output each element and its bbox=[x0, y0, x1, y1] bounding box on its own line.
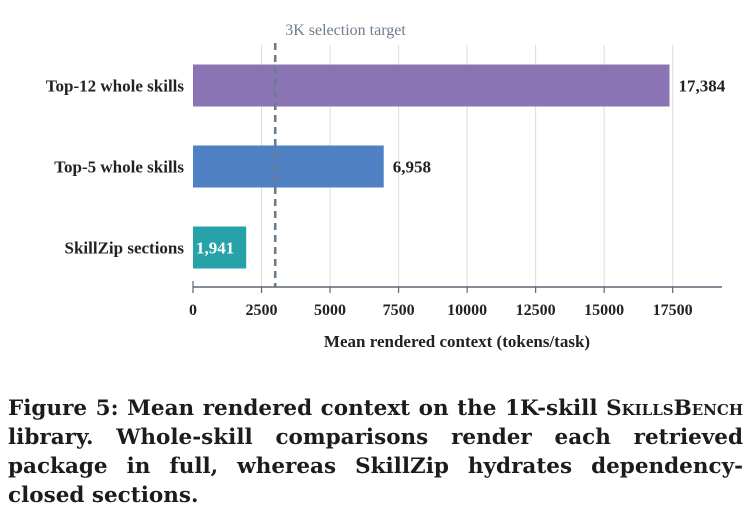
x-tick-label: 0 bbox=[189, 302, 197, 319]
bar-chart: Top-12 whole skills 17,384 Top-5 whole ski… bbox=[46, 22, 726, 351]
bar bbox=[193, 145, 384, 188]
x-tick-label: 7500 bbox=[383, 302, 415, 319]
category-label: Top-5 whole skills bbox=[54, 158, 184, 177]
reference-line-label: 3K selection target bbox=[285, 22, 406, 39]
figure-caption: Figure 5: Mean rendered context on the 1… bbox=[8, 394, 743, 510]
value-label: 17,384 bbox=[678, 77, 725, 96]
bar bbox=[193, 64, 670, 107]
caption-rest: library. Whole-skill comparisons render … bbox=[8, 425, 743, 508]
bar bbox=[193, 226, 247, 269]
x-tick-label: 15000 bbox=[584, 302, 624, 319]
x-axis-label: Mean rendered context (tokens/task) bbox=[324, 332, 590, 351]
bars: Top-12 whole skills 17,384 Top-5 whole ski… bbox=[46, 64, 726, 269]
x-tick-label: 2500 bbox=[246, 302, 278, 319]
category-label: Top-12 whole skills bbox=[46, 77, 185, 96]
caption-lead: Figure 5: Mean rendered context on the 1… bbox=[8, 396, 607, 421]
x-tick-label: 17500 bbox=[653, 302, 693, 319]
x-tick-label: 12500 bbox=[516, 302, 556, 319]
x-axis: 0 2500 5000 7500 10000 12500 15000 17500 bbox=[189, 281, 722, 319]
x-tick-label: 5000 bbox=[314, 302, 346, 319]
x-tick-label: 10000 bbox=[447, 302, 487, 319]
caption-benchmark-name: SkillsBench bbox=[606, 396, 743, 421]
category-label: SkillZip sections bbox=[64, 239, 184, 258]
value-label: 1,941 bbox=[196, 239, 234, 258]
value-label: 6,958 bbox=[393, 158, 431, 177]
reference-line-group: 3K selection target bbox=[273, 22, 406, 287]
